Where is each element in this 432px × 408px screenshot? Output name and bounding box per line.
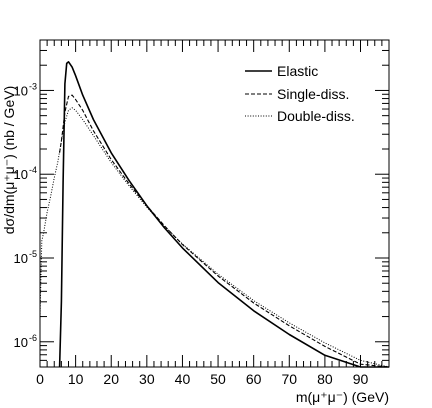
y-tick-labels: 10-310-410-510-6 [14, 81, 37, 349]
legend-label: Single-diss. [277, 86, 349, 102]
x-tick-label: 90 [353, 371, 369, 387]
x-tick-labels: 0 10 20 30 40 50 60 70 80 90 [36, 371, 368, 387]
legend: Elastic Single-diss. Double-diss. [245, 63, 355, 124]
y-tick-label: 10 [14, 335, 28, 350]
x-tick-label: 20 [103, 371, 119, 387]
plot-frame [39, 39, 390, 368]
legend-label: Elastic [277, 63, 318, 79]
x-tick-label: 0 [36, 371, 44, 387]
legend-label: Double-diss. [277, 108, 355, 124]
y-tick-label: 10 [14, 167, 28, 182]
y-tick-label: 10 [14, 83, 28, 98]
x-tick-label: 60 [246, 371, 262, 387]
x-tick-label: 30 [139, 371, 155, 387]
x-tick-label: 50 [210, 371, 226, 387]
x-tick-label: 40 [175, 371, 191, 387]
axis-ticks [39, 39, 390, 368]
x-tick-label: 70 [281, 371, 297, 387]
x-tick-label: 10 [68, 371, 84, 387]
y-tick-exponent: -3 [29, 81, 37, 91]
y-axis-label: dσ/dm(μ⁺μ⁻) (nb / GeV) [1, 86, 17, 234]
y-tick-exponent: -5 [29, 249, 37, 259]
y-tick-exponent: -4 [29, 165, 37, 175]
series-line-single-diss [59, 94, 390, 368]
y-tick-exponent: -6 [29, 333, 37, 343]
x-tick-label: 80 [317, 371, 333, 387]
y-tick-label: 10 [14, 251, 28, 266]
series-lines [39, 60, 390, 368]
series-line-double-diss [39, 107, 390, 368]
x-axis-label: m(μ⁺μ⁻) (GeV) [296, 389, 389, 405]
series-line-elastic [58, 60, 389, 368]
